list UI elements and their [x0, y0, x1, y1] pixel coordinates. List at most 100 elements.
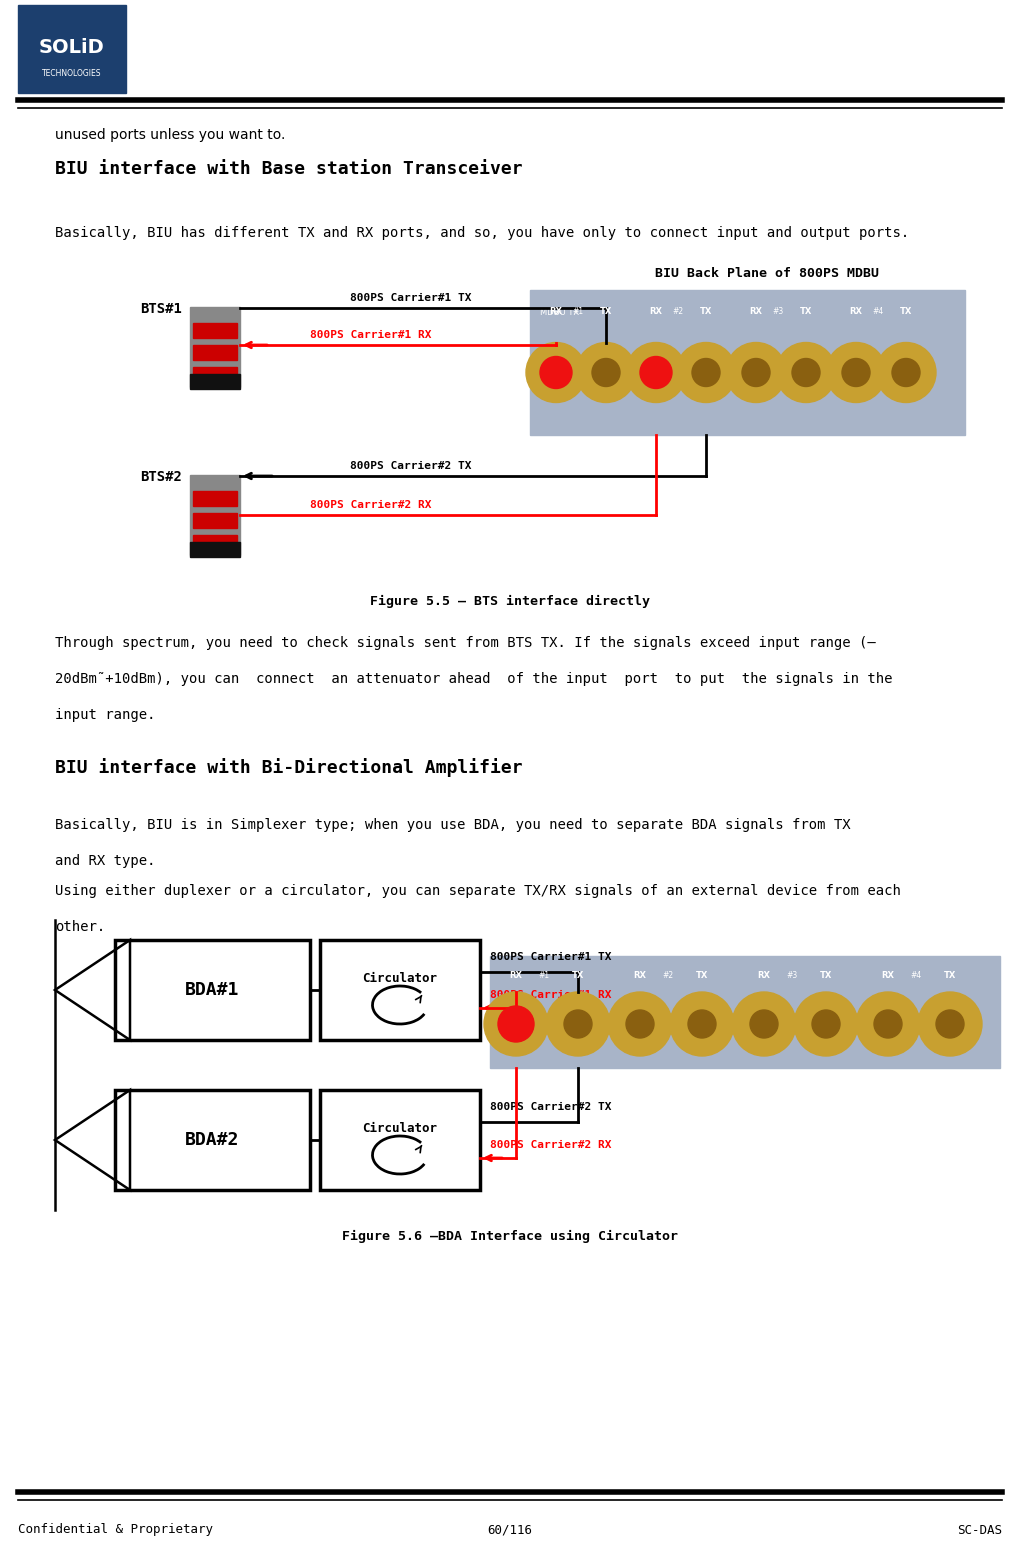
Text: BTS#1: BTS#1: [140, 301, 181, 316]
Circle shape: [564, 1011, 591, 1039]
Circle shape: [841, 359, 869, 386]
Circle shape: [892, 359, 919, 386]
Circle shape: [811, 1011, 840, 1039]
Circle shape: [775, 342, 836, 403]
Circle shape: [855, 992, 919, 1056]
Text: 800PS Carrier#2 TX: 800PS Carrier#2 TX: [350, 461, 471, 472]
Circle shape: [917, 992, 981, 1056]
Bar: [190, 542, 239, 558]
Bar: [190, 308, 239, 387]
Text: BIU interface with Base station Transceiver: BIU interface with Base station Transcei…: [55, 159, 522, 178]
Text: RX: RX: [649, 308, 662, 317]
Bar: [193, 512, 236, 528]
Text: MDBU TX: MDBU TX: [539, 308, 579, 317]
Text: RX: RX: [633, 972, 646, 981]
Circle shape: [641, 359, 669, 386]
Text: TX: TX: [943, 972, 955, 981]
Text: Figure 5.6 –BDA Interface using Circulator: Figure 5.6 –BDA Interface using Circulat…: [341, 1229, 678, 1243]
Text: TX: TX: [695, 972, 707, 981]
Text: TX: TX: [599, 308, 611, 317]
Text: TX: TX: [799, 308, 811, 317]
Text: RX: RX: [880, 972, 894, 981]
Circle shape: [741, 359, 769, 386]
Circle shape: [688, 1011, 715, 1039]
Text: 800PS Carrier#1 TX: 800PS Carrier#1 TX: [489, 951, 611, 962]
Text: #4: #4: [910, 972, 921, 981]
Circle shape: [607, 992, 672, 1056]
Text: Confidential & Proprietary: Confidential & Proprietary: [18, 1523, 213, 1537]
Circle shape: [626, 342, 686, 403]
Bar: [530, 291, 964, 434]
Bar: [190, 373, 239, 389]
Text: SOLiD: SOLiD: [39, 37, 105, 56]
Circle shape: [669, 992, 734, 1056]
Circle shape: [626, 1011, 653, 1039]
Circle shape: [541, 359, 570, 386]
FancyBboxPatch shape: [320, 940, 480, 1040]
Text: BDA#1: BDA#1: [185, 981, 239, 1000]
Text: Basically, BIU has different TX and RX ports, and so, you have only to connect i: Basically, BIU has different TX and RX p…: [55, 226, 908, 241]
FancyBboxPatch shape: [320, 1090, 480, 1190]
Text: BDA#2: BDA#2: [185, 1131, 239, 1150]
Text: other.: other.: [55, 920, 105, 934]
Circle shape: [875, 342, 935, 403]
Text: Basically, BIU is in Simplexer type; when you use BDA, you need to separate BDA : Basically, BIU is in Simplexer type; whe…: [55, 818, 850, 833]
Text: 60/116: 60/116: [487, 1523, 532, 1537]
Circle shape: [935, 1011, 963, 1039]
Text: RX: RX: [749, 308, 762, 317]
Text: Using either duplexer or a circulator, you can separate TX/RX signals of an exte: Using either duplexer or a circulator, y…: [55, 884, 900, 898]
Text: TX: TX: [572, 972, 584, 981]
Text: TX: TX: [899, 308, 911, 317]
Text: #1: #1: [538, 972, 549, 981]
Text: 800PS Carrier#1 TX: 800PS Carrier#1 TX: [350, 294, 471, 303]
Circle shape: [539, 356, 572, 389]
Text: #4: #4: [871, 308, 882, 317]
Bar: [193, 345, 236, 359]
Circle shape: [526, 342, 586, 403]
Bar: [193, 367, 236, 383]
Text: 800PS Carrier#2 TX: 800PS Carrier#2 TX: [489, 1103, 611, 1112]
Circle shape: [726, 342, 786, 403]
Text: 800PS Carrier#1 RX: 800PS Carrier#1 RX: [489, 990, 611, 1000]
Text: RX: RX: [510, 972, 522, 981]
Bar: [193, 490, 236, 506]
Text: 800PS Carrier#2 RX: 800PS Carrier#2 RX: [489, 1140, 611, 1150]
Text: TECHNOLOGIES: TECHNOLOGIES: [42, 69, 102, 78]
Circle shape: [691, 359, 719, 386]
Text: 800PS Carrier#1 RX: 800PS Carrier#1 RX: [310, 330, 431, 341]
Circle shape: [484, 992, 547, 1056]
Text: Circulator: Circulator: [362, 972, 437, 984]
FancyBboxPatch shape: [115, 1090, 310, 1190]
Circle shape: [545, 992, 609, 1056]
Text: SC-DAS: SC-DAS: [956, 1523, 1001, 1537]
Text: Figure 5.5 – BTS interface directly: Figure 5.5 – BTS interface directly: [370, 595, 649, 608]
Circle shape: [791, 359, 819, 386]
Text: #1: #1: [572, 308, 583, 317]
Text: RX: RX: [549, 308, 561, 317]
Circle shape: [501, 1011, 530, 1039]
Text: Through spectrum, you need to check signals sent from BTS TX. If the signals exc: Through spectrum, you need to check sign…: [55, 636, 875, 650]
FancyBboxPatch shape: [115, 940, 310, 1040]
Text: input range.: input range.: [55, 708, 155, 722]
Circle shape: [873, 1011, 901, 1039]
Bar: [193, 323, 236, 337]
Text: #2: #2: [672, 308, 683, 317]
Text: 20dBm˜+10dBm), you can  connect  an attenuator ahead  of the input  port  to put: 20dBm˜+10dBm), you can connect an attenu…: [55, 672, 892, 686]
Text: RX: RX: [757, 972, 769, 981]
Text: TX: TX: [699, 308, 711, 317]
Circle shape: [732, 992, 795, 1056]
Text: and RX type.: and RX type.: [55, 854, 155, 868]
Text: BTS#2: BTS#2: [140, 470, 181, 484]
Text: TX: TX: [819, 972, 832, 981]
Text: BIU Back Plane of 800PS MDBU: BIU Back Plane of 800PS MDBU: [655, 267, 878, 280]
Text: #3: #3: [771, 308, 783, 317]
Bar: [193, 536, 236, 550]
Circle shape: [749, 1011, 777, 1039]
Circle shape: [639, 356, 672, 389]
Text: #3: #3: [786, 972, 797, 981]
Text: unused ports unless you want to.: unused ports unless you want to.: [55, 128, 285, 142]
Text: BIU interface with Bi-Directional Amplifier: BIU interface with Bi-Directional Amplif…: [55, 758, 522, 776]
Bar: [18, 5, 126, 94]
Text: 800PS Carrier#2 RX: 800PS Carrier#2 RX: [310, 500, 431, 511]
Text: Circulator: Circulator: [362, 1122, 437, 1134]
